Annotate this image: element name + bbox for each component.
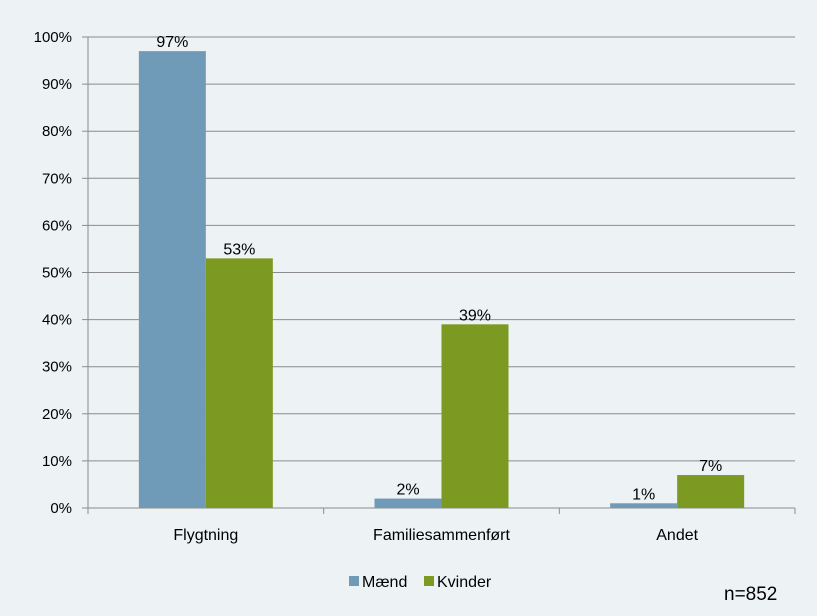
bar <box>138 51 206 508</box>
y-tick-label: 100% <box>34 29 72 46</box>
legend-label: Mænd <box>362 574 407 591</box>
x-category-label: Familiesammenført <box>373 527 510 544</box>
y-tick-label: 30% <box>42 359 72 376</box>
y-tick-label: 40% <box>42 312 72 329</box>
y-tick-label: 90% <box>42 76 72 93</box>
y-tick-label: 0% <box>50 500 72 517</box>
bar <box>610 503 678 508</box>
y-tick-label: 20% <box>42 406 72 423</box>
legend-swatch <box>349 576 359 586</box>
y-tick-label: 60% <box>42 217 72 234</box>
data-label: 2% <box>396 482 419 499</box>
bar <box>441 324 509 508</box>
bar <box>205 258 273 508</box>
bar <box>677 475 745 508</box>
y-tick-label: 50% <box>42 265 72 282</box>
x-category-label: Andet <box>656 527 698 544</box>
legend-label: Kvinder <box>437 574 492 591</box>
x-category-label: Flygtning <box>173 527 238 544</box>
y-tick-label: 10% <box>42 453 72 470</box>
y-tick-label: 80% <box>42 123 72 140</box>
legend-swatch <box>424 576 434 586</box>
data-label: 39% <box>459 307 491 324</box>
data-label: 1% <box>632 486 655 503</box>
data-label: 53% <box>223 241 255 258</box>
y-tick-label: 70% <box>42 170 72 187</box>
data-label: 97% <box>156 34 188 51</box>
bar <box>374 498 442 508</box>
data-label: 7% <box>699 458 722 475</box>
sample-size-note: n=852 <box>724 584 778 605</box>
